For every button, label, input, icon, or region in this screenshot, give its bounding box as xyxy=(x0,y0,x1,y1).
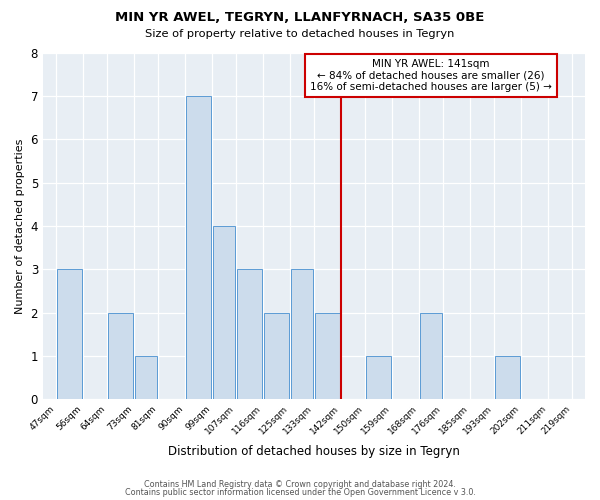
Text: Contains HM Land Registry data © Crown copyright and database right 2024.: Contains HM Land Registry data © Crown c… xyxy=(144,480,456,489)
Y-axis label: Number of detached properties: Number of detached properties xyxy=(15,138,25,314)
Bar xyxy=(237,269,262,399)
Text: MIN YR AWEL: 141sqm
← 84% of detached houses are smaller (26)
16% of semi-detach: MIN YR AWEL: 141sqm ← 84% of detached ho… xyxy=(310,59,551,92)
Text: MIN YR AWEL, TEGRYN, LLANFYRNACH, SA35 0BE: MIN YR AWEL, TEGRYN, LLANFYRNACH, SA35 0… xyxy=(115,11,485,24)
Bar xyxy=(495,356,520,399)
Bar xyxy=(58,269,82,399)
X-axis label: Distribution of detached houses by size in Tegryn: Distribution of detached houses by size … xyxy=(168,444,460,458)
Bar xyxy=(315,312,340,399)
Bar xyxy=(291,269,313,399)
Bar xyxy=(264,312,289,399)
Bar xyxy=(366,356,391,399)
Text: Size of property relative to detached houses in Tegryn: Size of property relative to detached ho… xyxy=(145,29,455,39)
Text: Contains public sector information licensed under the Open Government Licence v : Contains public sector information licen… xyxy=(125,488,475,497)
Bar xyxy=(135,356,157,399)
Bar xyxy=(186,96,211,399)
Bar xyxy=(109,312,133,399)
Bar xyxy=(420,312,442,399)
Bar xyxy=(213,226,235,399)
